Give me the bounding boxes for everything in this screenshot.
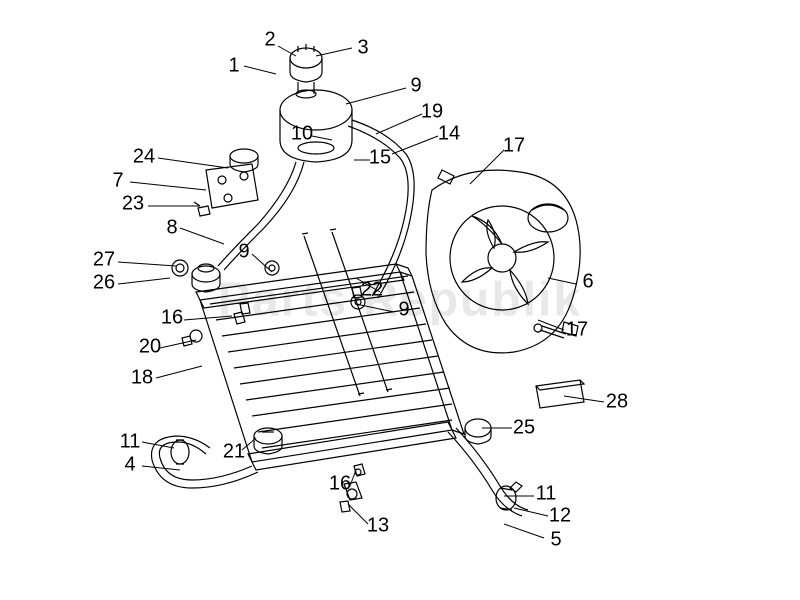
- callout-10: 10: [291, 123, 313, 146]
- callout-22: 22: [361, 279, 383, 302]
- callout-15: 15: [369, 147, 391, 170]
- callout-19: 19: [421, 101, 443, 124]
- callout-6: 6: [582, 271, 593, 294]
- callout-14: 14: [438, 123, 460, 146]
- callout-4: 4: [124, 454, 135, 477]
- callout-9c: 9: [398, 299, 409, 322]
- callout-26: 26: [93, 272, 115, 295]
- callout-5: 5: [550, 529, 561, 552]
- callout-11: 11: [120, 431, 141, 454]
- callout-1: 1: [228, 55, 239, 78]
- callout-28: 28: [606, 391, 628, 414]
- callout-3: 3: [357, 37, 368, 60]
- callout-25: 25: [513, 417, 535, 440]
- callout-24: 24: [133, 146, 155, 169]
- callout-7: 7: [112, 170, 123, 193]
- callout-23: 23: [122, 193, 144, 216]
- callout-11b: 11: [536, 483, 557, 506]
- callout-16: 16: [161, 307, 183, 330]
- callout-16b: 16: [329, 473, 351, 496]
- callout-21: 21: [223, 441, 245, 464]
- callout-17b: 17: [566, 319, 588, 342]
- callout-9b: 9: [238, 241, 249, 264]
- callout-20: 20: [139, 336, 161, 359]
- callout-18: 18: [131, 367, 153, 390]
- callout-27: 27: [93, 249, 115, 272]
- callout-2: 2: [264, 29, 275, 52]
- callout-9: 9: [410, 75, 421, 98]
- callout-8: 8: [166, 217, 177, 240]
- callout-12: 12: [549, 505, 571, 528]
- callout-13: 13: [367, 515, 389, 538]
- callout-17: 17: [503, 135, 525, 158]
